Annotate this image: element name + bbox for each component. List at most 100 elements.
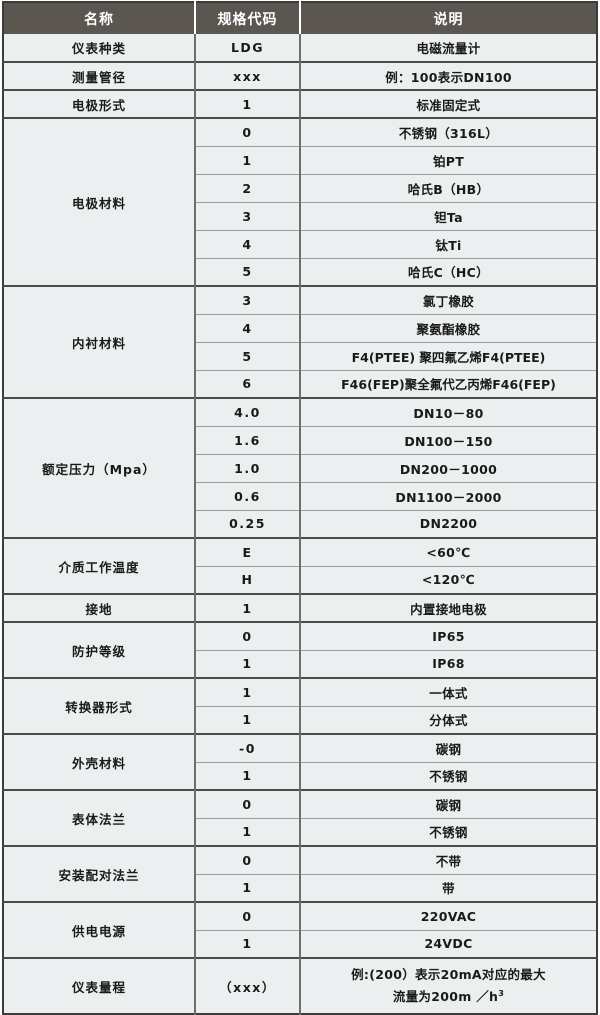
description-cell: 不锈钢 [300, 818, 597, 847]
table-row: 4 聚氨酯橡胶 [3, 314, 597, 343]
row-name-cell: 电极材料 [3, 117, 196, 287]
column-header-description: 说明 [300, 2, 597, 34]
row-name-cell: 测量管径 [3, 61, 196, 91]
table-row: 内衬材料 3 氯丁橡胶 [3, 285, 597, 399]
description-cell: 铂PT [300, 146, 597, 175]
table-row: 1 铂PT [3, 146, 597, 175]
table-row: 1 不锈钢 [3, 818, 597, 847]
table-row: 3 钽Ta [3, 202, 597, 231]
table-row: 1.0 DN200－1000 [3, 454, 597, 483]
row-name-cell: 仪表量程 [3, 957, 196, 1014]
spec-code-cell: 0.6 [195, 482, 301, 511]
row-name-cell: 介质工作温度 [3, 537, 196, 595]
spec-code-cell: 1 [195, 874, 301, 903]
row-name-cell: 防护等级 [3, 621, 196, 679]
description-cell: IP68 [300, 650, 597, 679]
table-row: 0.25 DN2200 [3, 510, 597, 539]
description-cell: 220VAC [300, 901, 597, 931]
description-cell: DN1100－2000 [300, 482, 597, 511]
table-row: 5 F4(PTEE) 聚四氟乙烯F4(PTEE) [3, 342, 597, 371]
description-cell: 带 [300, 874, 597, 903]
spec-code-cell: 2 [195, 174, 301, 203]
spec-code-cell: 4 [195, 314, 301, 343]
description-cell: 不锈钢（316L） [300, 117, 597, 147]
spec-code-cell: LDG [195, 34, 301, 63]
table-row: 电极形式 1 标准固定式 [3, 89, 597, 119]
row-name-cell: 内衬材料 [3, 285, 196, 399]
row-name-cell: 表体法兰 [3, 789, 196, 847]
description-cell: 分体式 [300, 706, 597, 735]
description-cell: 电磁流量计 [300, 34, 597, 63]
description-cell: DN100－150 [300, 426, 597, 455]
description-cell: DN2200 [300, 510, 597, 539]
spec-code-cell: 1 [195, 650, 301, 679]
description-cell: 例:(200）表示20mA对应的最大 流量为200m ／h3 [300, 957, 597, 1014]
spec-code-cell: 0 [195, 789, 301, 819]
description-cell: <120℃ [300, 566, 597, 595]
description-cell: 标准固定式 [300, 89, 597, 119]
description-cell: 不带 [300, 845, 597, 875]
description-superscript: 3 [498, 987, 505, 998]
table-row: 接地 1 内置接地电极 [3, 593, 597, 623]
description-line: 流量为200m ／h3 [392, 987, 505, 1005]
spec-code-cell: 1.0 [195, 454, 301, 483]
table-row: 安装配对法兰 0 不带 [3, 845, 597, 903]
spec-code-cell: 1.6 [195, 426, 301, 455]
spec-code-cell: 0 [195, 117, 301, 147]
description-cell: <60℃ [300, 537, 597, 567]
spec-code-cell: E [195, 537, 301, 567]
description-cell: 24VDC [300, 930, 597, 959]
description-cell: 一体式 [300, 677, 597, 707]
spec-code-cell: xxx [195, 61, 301, 91]
description-cell: IP65 [300, 621, 597, 651]
row-name-cell: 供电电源 [3, 901, 196, 959]
description-cell: 哈氏C（HC） [300, 258, 597, 287]
description-cell: 例：100表示DN100 [300, 61, 597, 91]
table-row: H <120℃ [3, 566, 597, 595]
table-row: 4 钛Ti [3, 230, 597, 259]
spec-code-cell: 1 [195, 593, 301, 623]
description-cell: DN200－1000 [300, 454, 597, 483]
spec-code-cell: -0 [195, 733, 301, 763]
table-row: 2 哈氏B（HB） [3, 174, 597, 203]
description-cell: F46(FEP)聚全氟代乙丙烯F46(FEP) [300, 370, 597, 399]
description-cell: 钽Ta [300, 202, 597, 231]
description-cell: 碳钢 [300, 789, 597, 819]
table-row: 仪表种类 LDG 电磁流量计 [3, 34, 597, 63]
table-row: 额定压力（Mpa） 4.0 DN10－80 [3, 397, 597, 539]
spec-code-cell: 5 [195, 342, 301, 371]
row-name-cell: 外壳材料 [3, 733, 196, 791]
row-name-cell: 接地 [3, 593, 196, 623]
table-header: 名称 规格代码 说明 [3, 2, 597, 34]
row-name-cell: 仪表种类 [3, 34, 196, 63]
table-row: 1 不锈钢 [3, 762, 597, 791]
table-row: 转换器形式 1 一体式 [3, 677, 597, 735]
column-header-code: 规格代码 [195, 2, 301, 34]
spec-code-cell: 6 [195, 370, 301, 399]
row-name-cell: 额定压力（Mpa） [3, 397, 196, 539]
spec-code-cell: 1 [195, 930, 301, 959]
description-cell: 碳钢 [300, 733, 597, 763]
description-cell: 不锈钢 [300, 762, 597, 791]
spec-code-cell: 1 [195, 706, 301, 735]
column-header-name: 名称 [3, 2, 196, 34]
table-row: 仪表量程 （xxx） 例:(200）表示20mA对应的最大 流量为200m ／h3 [3, 957, 597, 1014]
spec-code-cell: 1 [195, 89, 301, 119]
description-cell: 聚氨酯橡胶 [300, 314, 597, 343]
spec-code-cell: 1 [195, 762, 301, 791]
table-row: 供电电源 0 220VAC [3, 901, 597, 959]
table-row: 表体法兰 0 碳钢 [3, 789, 597, 847]
spec-code-cell: 0 [195, 845, 301, 875]
spec-code-cell: H [195, 566, 301, 595]
spec-code-cell: 1 [195, 146, 301, 175]
spec-code-cell: 4.0 [195, 397, 301, 427]
spec-code-cell: 0.25 [195, 510, 301, 539]
spec-code-cell: 5 [195, 258, 301, 287]
spec-code-cell: 3 [195, 285, 301, 315]
table-row: 电极材料 0 不锈钢（316L） [3, 117, 597, 287]
spec-code-cell: 0 [195, 621, 301, 651]
description-cell: 钛Ti [300, 230, 597, 259]
spec-code-cell: 0 [195, 901, 301, 931]
